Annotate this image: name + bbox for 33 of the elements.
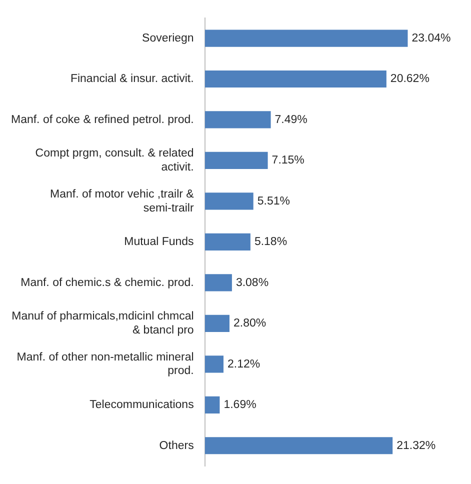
y-tick-label: Manf. of motor vehic ,trailr & semi-trailr (50, 188, 194, 214)
y-tick-label: Financial & insur. activit. (70, 73, 194, 86)
bar (204, 274, 232, 292)
data-label: 5.51% (257, 195, 290, 208)
data-label: 1.69% (224, 399, 256, 412)
y-tick-label: Compt prgm, consult. & related activit. (35, 148, 194, 174)
bar (204, 437, 393, 454)
data-label: 3.08% (236, 276, 269, 289)
data-label: 2.80% (233, 318, 266, 330)
bar (204, 70, 386, 88)
data-label: 20.62% (390, 73, 430, 86)
bar (204, 30, 408, 47)
bar (204, 111, 271, 128)
data-label: 21.32% (396, 440, 436, 452)
bar (204, 233, 250, 251)
y-tick-label: Manf. of coke & refined petrol. prod. (10, 114, 194, 126)
bar (204, 192, 254, 210)
y-tick-label: Manf. of other non-metallic mineral prod. (16, 351, 194, 378)
y-tick-label: Manf. of chemic.s & chemic. prod. (20, 276, 194, 289)
y-tick-label: Soveriegn (142, 32, 194, 44)
y-tick-label: Others (159, 440, 194, 452)
data-label: 23.04% (412, 32, 451, 44)
data-label: 7.15% (272, 154, 304, 167)
bar (204, 314, 230, 332)
data-label: 7.49% (274, 114, 308, 126)
bar (204, 152, 268, 170)
y-tick-label: Telecommunications (90, 399, 194, 412)
bar (204, 396, 220, 414)
y-tick-label: Mutual Funds (124, 236, 194, 248)
bar (204, 356, 224, 373)
data-label: 2.12% (227, 358, 260, 370)
y-tick-label: Manuf of pharmicals,mdicinl chmcal & btancl pro (12, 310, 194, 336)
data-label: 5.18% (254, 236, 288, 248)
